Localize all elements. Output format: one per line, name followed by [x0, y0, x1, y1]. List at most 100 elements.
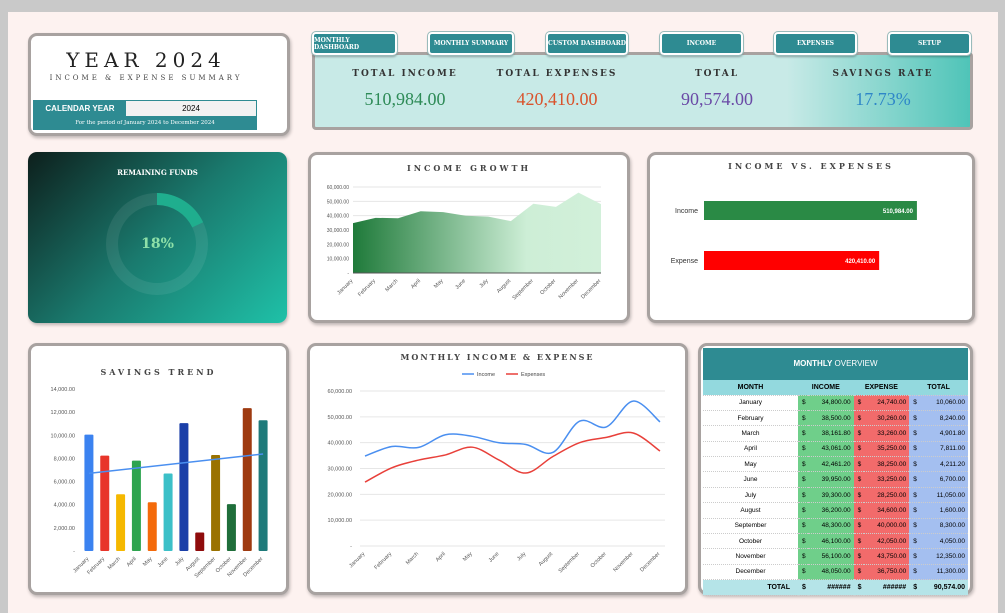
income-cell: 56,100.00: [808, 548, 854, 565]
x-tick-label: February: [373, 551, 393, 571]
overview-header-row: MONTH INCOME EXPENSE TOTAL: [703, 380, 968, 396]
income-cell: 43,061.00: [808, 441, 854, 458]
series-line-income: [364, 400, 661, 457]
month-cell: February: [703, 410, 798, 427]
series-line-expenses: [364, 431, 661, 483]
currency-symbol: $: [853, 548, 864, 565]
kpi-value: 17.73%: [855, 89, 911, 109]
table-row: January $34,800.00 $24,740.00 $10,060.00: [703, 395, 968, 411]
expense-cell: 28,250.00: [863, 487, 910, 504]
bar-label: Income: [675, 208, 698, 215]
currency-symbol: $: [909, 441, 920, 458]
header-month: MONTH: [703, 380, 798, 396]
header-income: INCOME: [798, 380, 854, 396]
y-tick-label: 2,000.00: [54, 526, 75, 532]
income-cell: 48,050.00: [808, 564, 854, 581]
expense-cell: 36,750.00: [863, 564, 910, 581]
total-cell: 11,300.00: [919, 564, 968, 581]
monthly-income-expense-card: MONTHLY INCOME & EXPENSE - 10,000.00 20,00…: [307, 343, 688, 595]
y-tick-label: 10,000.00: [328, 518, 352, 524]
savings-bar: [116, 494, 126, 551]
x-tick-label: October: [590, 551, 608, 569]
nav-button-setup[interactable]: SETUP: [887, 31, 972, 56]
savings-bar: [84, 434, 94, 551]
income-vs-expenses-title: INCOME VS. EXPENSES: [728, 161, 894, 171]
total-cell: 8,240.00: [919, 410, 968, 427]
month-cell: July: [703, 487, 798, 504]
nav-button-monthly-dashboard[interactable]: MONTHLY DASHBOARD: [311, 31, 398, 56]
income-cell: 46,100.00: [808, 533, 854, 550]
savings-bar: [258, 420, 268, 551]
kpi-total-income: TOTAL INCOME 510,984.00: [325, 69, 485, 110]
currency-symbol: $: [798, 410, 808, 427]
currency-symbol: $: [909, 487, 920, 504]
x-tick-label: October: [539, 278, 557, 296]
remaining-funds-title: REMAINING FUNDS: [117, 168, 198, 177]
income-cell: 39,300.00: [808, 487, 854, 504]
currency-symbol: $: [798, 425, 808, 442]
month-cell: August: [703, 502, 798, 519]
x-tick-label: July: [479, 278, 490, 289]
x-tick-label: August: [496, 278, 513, 295]
currency-symbol: $: [853, 456, 864, 473]
expense-cell: 24,740.00: [863, 395, 910, 411]
expense-cell: 34,600.00: [863, 502, 910, 519]
currency-symbol: $: [909, 395, 920, 411]
income-cell: 34,800.00: [808, 395, 854, 411]
currency-symbol: $: [798, 579, 808, 596]
remaining-funds-donut: [106, 193, 208, 295]
nav-button-income[interactable]: INCOME: [659, 31, 744, 56]
currency-symbol: $: [909, 425, 920, 442]
y-tick-label: 14,000.00: [51, 387, 75, 393]
y-tick-label: -: [73, 549, 75, 555]
savings-bar: [163, 473, 173, 551]
month-cell: December: [703, 564, 798, 581]
expense-cell: 33,260.00: [863, 425, 910, 442]
month-cell: November: [703, 548, 798, 565]
table-row: July $39,300.00 $28,250.00 $11,050.00: [703, 487, 968, 504]
x-tick-label: December: [639, 551, 661, 573]
savings-bar: [211, 454, 221, 551]
total-row: TOTAL $ ###### $ ###### $90,574.00: [703, 579, 968, 596]
calendar-year-value[interactable]: 2024: [126, 101, 256, 116]
savings-bar: [147, 502, 157, 551]
x-tick-label: March: [107, 556, 122, 571]
currency-symbol: $: [798, 518, 808, 535]
savings-trend-card: SAVINGS TREND - 2,000.00 4,000.00 6,000.00 8…: [28, 343, 289, 595]
nav-button-custom-dashboard[interactable]: CUSTOM DASHBOARD: [545, 31, 629, 56]
income-area: [353, 192, 601, 273]
currency-symbol: $: [909, 579, 920, 596]
y-tick-label: -: [347, 271, 349, 277]
x-tick-label: June: [454, 278, 467, 291]
currency-symbol: $: [909, 564, 920, 581]
currency-symbol: $: [853, 471, 864, 488]
income-cell: 38,500.00: [808, 410, 854, 427]
total-cell: 6,700.00: [919, 471, 968, 488]
nav-button-expenses[interactable]: EXPENSES: [773, 31, 858, 56]
savings-bar: [195, 532, 205, 551]
bar-label: Expense: [671, 258, 698, 265]
kpi-value: 90,574.00: [681, 89, 753, 109]
y-tick-label: 60,000.00: [327, 185, 349, 191]
currency-symbol: $: [853, 410, 864, 427]
total-cell: 4,211.20: [919, 456, 968, 473]
table-row: April $43,061.00 $35,250.00 $7,811.00: [703, 441, 968, 458]
expense-cell: 30,260.00: [863, 410, 910, 427]
x-tick-label: September: [558, 551, 581, 574]
kpi-savings-rate: SAVINGS RATE 17.73%: [803, 69, 963, 110]
currency-symbol: $: [909, 518, 920, 535]
total-cell: 12,350.00: [919, 548, 968, 565]
expense-cell: 43,750.00: [863, 548, 910, 565]
x-tick-label: June: [488, 551, 501, 564]
table-row: November $56,100.00 $43,750.00 $12,350.00: [703, 548, 968, 565]
x-tick-label: March: [405, 551, 420, 566]
currency-symbol: $: [798, 548, 808, 565]
kpi-value: 420,410.00: [516, 89, 598, 109]
currency-symbol: $: [909, 456, 920, 473]
title-card: YEAR 2024 INCOME & EXPENSE SUMMARY CALEN…: [28, 33, 290, 136]
x-tick-label: February: [86, 556, 106, 576]
dashboard: YEAR 2024 INCOME & EXPENSE SUMMARY CALEN…: [8, 12, 998, 613]
kpi-total: TOTAL 90,574.00: [637, 69, 797, 110]
nav-button-monthly-summary[interactable]: MONTHLY SUMMARY: [427, 31, 515, 56]
y-tick-label: 10,000.00: [51, 433, 75, 439]
